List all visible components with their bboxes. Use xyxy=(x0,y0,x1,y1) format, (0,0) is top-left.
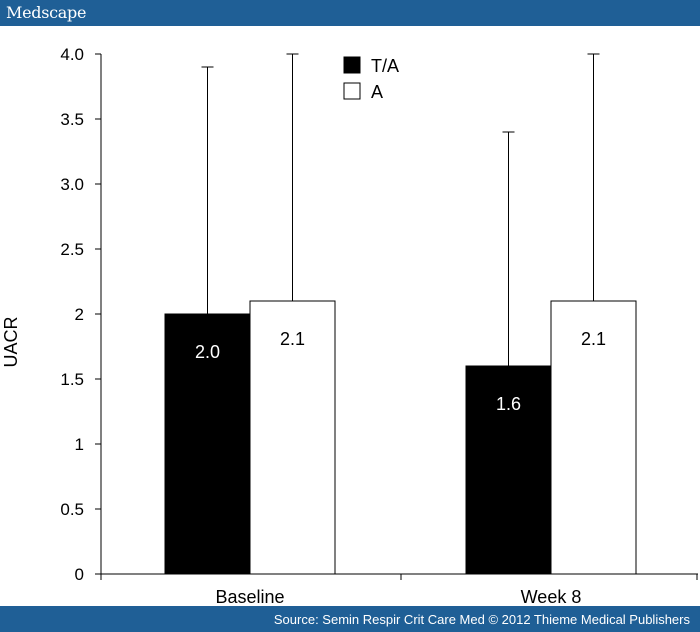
source-credit: Source: Semin Respir Crit Care Med © 201… xyxy=(273,612,690,627)
data-labels: 2.0 2.1 1.6 2.1 xyxy=(195,329,606,414)
y-tick-label: 0 xyxy=(75,565,84,584)
header-bar: Medscape xyxy=(0,0,700,26)
bar-t-a xyxy=(465,365,552,575)
y-axis-title: UACR xyxy=(1,316,21,367)
bar-value-label: 2.1 xyxy=(280,329,305,349)
y-tick-label: 3.0 xyxy=(60,175,84,194)
footer-bar: Source: Semin Respir Crit Care Med © 201… xyxy=(0,606,700,632)
bar-a xyxy=(249,300,336,575)
bar-value-label: 2.0 xyxy=(195,342,220,362)
bars xyxy=(164,53,637,575)
bar-value-label: 2.1 xyxy=(581,329,606,349)
y-tick-label: 3.5 xyxy=(60,110,84,129)
bar-value-label: 1.6 xyxy=(496,394,521,414)
y-tick-label: 1.5 xyxy=(60,370,84,389)
legend-label: A xyxy=(371,82,383,102)
bar-t-a xyxy=(164,313,251,575)
x-category-label: Baseline xyxy=(215,587,284,606)
legend-swatch xyxy=(343,56,361,74)
y-tick-label: 1 xyxy=(75,435,84,454)
medscape-logo: Medscape xyxy=(6,3,87,22)
legend-swatch xyxy=(343,82,361,100)
legend-label: T/A xyxy=(371,56,399,76)
bar-a xyxy=(550,300,637,575)
y-tick-label: 0.5 xyxy=(60,500,84,519)
legend: T/A A xyxy=(343,56,399,102)
y-tick-label: 4.0 xyxy=(60,45,84,64)
y-tick-label: 2 xyxy=(75,305,84,324)
y-tick-label: 2.5 xyxy=(60,240,84,259)
axes: 0 0.5 1 1.5 2 2.5 3.0 3.5 4.0 Baseline Week 8 xyxy=(60,45,698,606)
x-category-label: Week 8 xyxy=(521,587,582,606)
